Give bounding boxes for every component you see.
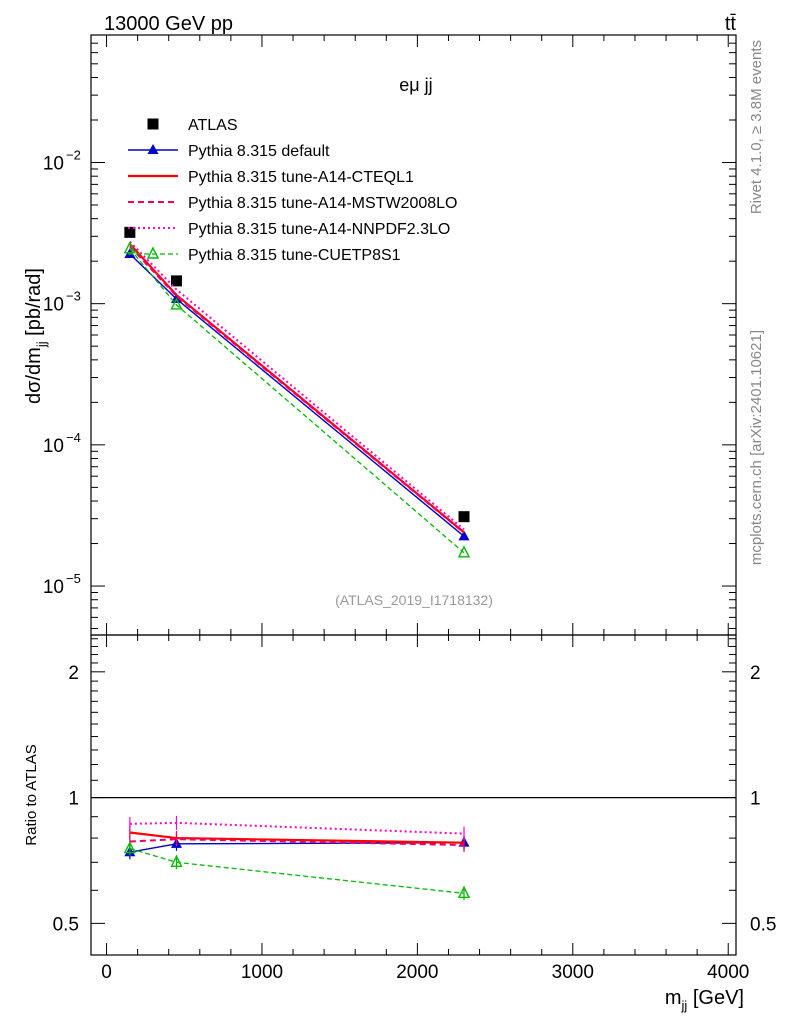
x-tick-label: 2000: [396, 962, 438, 983]
legend-label-pythia-8-315-tune-cuetp8s1: Pythia 8.315 tune-CUETP8S1: [188, 247, 401, 264]
process-label: tt̄: [725, 13, 737, 35]
x-tick-label: 3000: [552, 962, 594, 983]
analysis-id-label: (ATLAS_2019_I1718132): [335, 592, 493, 608]
energy-label: 13000 GeV pp: [104, 13, 233, 35]
x-tick-label: 1000: [241, 962, 283, 983]
ratio-y-tick-label-right: 1: [750, 789, 761, 810]
series-point-pythia-8-315-tune-cuetp8s1: [123, 241, 136, 254]
main-y-axis-title: dσ/dmjj [pb/rad]: [23, 268, 49, 404]
main-y-tick-label: 10: [43, 436, 64, 457]
atlas-data-point: [458, 511, 470, 523]
atlas-data-point: [124, 226, 136, 238]
main-y-tick-label: 10: [43, 153, 64, 174]
series-point-pythia-8-315-tune-cuetp8s1: [457, 545, 471, 558]
legend: ATLAS Pythia 8.315 default Pythia 8.315 tu…: [128, 117, 457, 264]
ratio-panel-frame: [90, 634, 737, 956]
main-y-tick-exponent: −5: [66, 571, 81, 586]
ratio-point-pythia-8-315-tune-cuetp8s1: [457, 885, 471, 899]
main-y-tick-exponent: −2: [66, 147, 81, 162]
ratio-y-tick-label-right: 2: [750, 663, 761, 684]
x-tick-label: 0: [101, 962, 112, 983]
ratio-y-tick-label-left: 2: [68, 663, 79, 684]
ratio-y-axis-title: Ratio to ATLAS: [23, 744, 40, 845]
main-y-tick-exponent: −3: [66, 289, 81, 304]
ratio-point-pythia-8-315-tune-cuetp8s1: [170, 854, 183, 868]
series-line-pythia-8-315-tune-a14-nnpdf2-3lo: [129, 240, 465, 531]
legend-label-pythia-8-315-tune-a14-cteql1: Pythia 8.315 tune-A14-CTEQL1: [188, 169, 414, 186]
svg-text:mjj [GeV]: mjj [GeV]: [665, 987, 744, 1013]
series-point-pythia-8-315-default: [458, 530, 470, 541]
main-y-tick-label: 10: [43, 577, 64, 598]
x-axis-title: mjj [GeV]: [665, 987, 744, 1013]
ratio-y-tick-label-left: 0.5: [53, 914, 79, 935]
main-y-tick-exponent: −4: [66, 430, 81, 445]
ratio-line-pythia-8-315-tune-a14-mstw2008lo: [129, 838, 465, 847]
series-line-pythia-8-315-tune-a14-mstw2008lo: [129, 245, 465, 534]
ratio-panel: 0 1000 2000 3000 4000 0.5 0.5 1 1 2 2 Ratio to ATL…: [23, 634, 776, 1013]
rivet-version-label: Rivet 4.1.0, ≥ 3.8M events: [748, 40, 765, 214]
legend-marker-pythia-8-315-default: [147, 144, 159, 154]
ratio-y-tick-label-left: 1: [68, 789, 79, 810]
ratio-point-pythia-8-315-tune-cuetp8s1: [123, 841, 136, 854]
legend-label-atlas: ATLAS: [188, 117, 238, 134]
series-line-pythia-8-315-tune-cuetp8s1: [129, 248, 465, 554]
ratio-y-tick-label-right: 0.5: [750, 914, 776, 935]
main-panel: 10−210−310−410−5 eμ jj (ATLAS_2019_I1718…: [23, 34, 737, 636]
legend-label-pythia-8-315-tune-a14-mstw2008lo: Pythia 8.315 tune-A14-MSTW2008LO: [188, 195, 457, 212]
source-label: mcplots.cern.ch [arXiv:2401.10621]: [748, 330, 765, 565]
series-point-pythia-8-315-tune-cuetp8s1: [170, 297, 183, 310]
atlas-data-point: [170, 275, 182, 287]
legend-label-pythia-8-315-tune-a14-nnpdf2-3lo: Pythia 8.315 tune-A14-NNPDF2.3LO: [188, 221, 450, 238]
main-y-tick-label: 10: [43, 295, 64, 316]
legend-marker-pythia-8-315-tune-cuetp8s1: [146, 246, 160, 259]
legend-label-pythia-8-315-default: Pythia 8.315 default: [188, 143, 330, 160]
x-tick-label: 4000: [707, 962, 749, 983]
svg-text:dσ/dmjj [pb/rad]: dσ/dmjj [pb/rad]: [23, 268, 49, 404]
legend-marker-atlas: [147, 118, 159, 130]
plot-title: eμ jj: [399, 75, 432, 95]
series-line-pythia-8-315-tune-a14-cteql1: [129, 243, 465, 534]
